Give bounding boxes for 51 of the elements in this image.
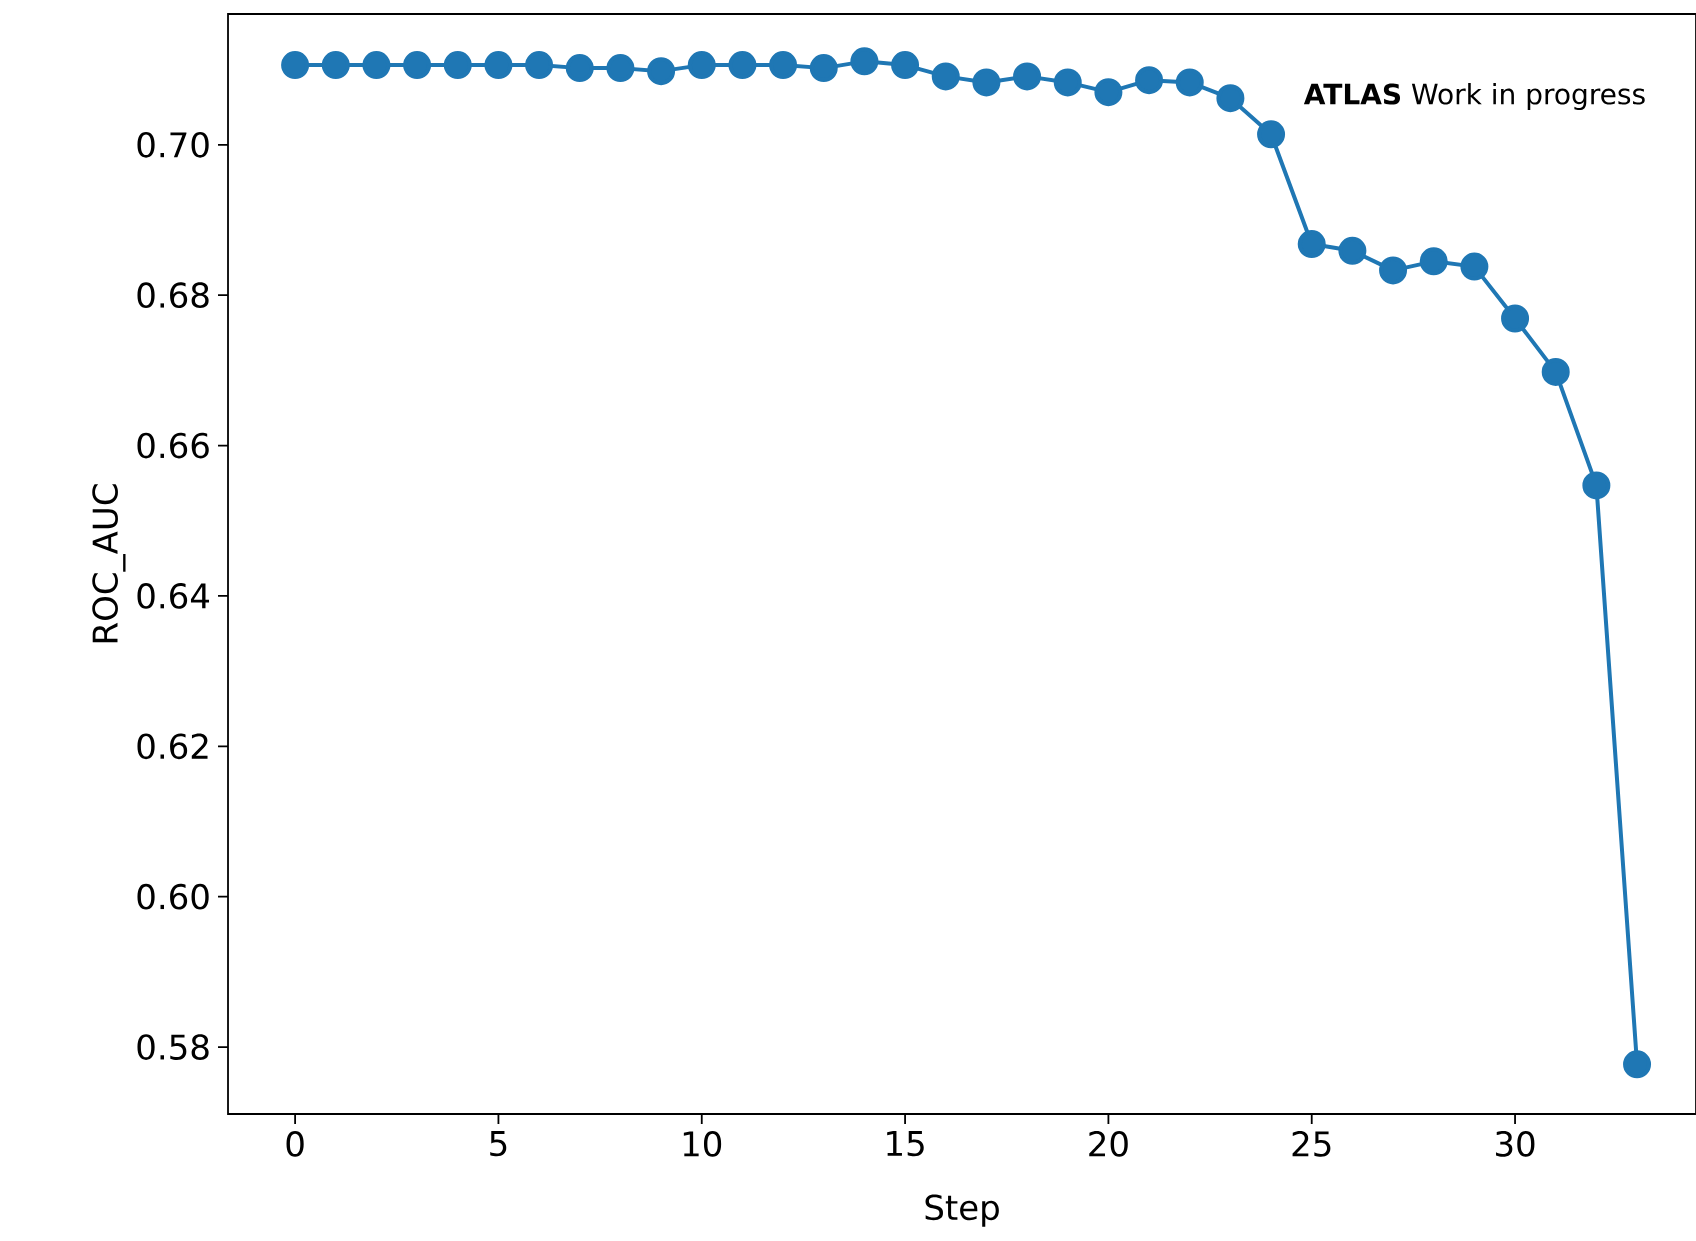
y-tick-label: 0.62 <box>137 733 208 760</box>
y-tick-label: 0.58 <box>137 1034 209 1060</box>
point <box>728 51 757 80</box>
point <box>687 51 716 80</box>
x-tick-label: 15 <box>887 1131 924 1157</box>
point <box>321 51 350 80</box>
point <box>769 51 798 80</box>
x-tick-label: 20 <box>1089 1131 1128 1157</box>
y-axis-title: ROC_AUC <box>92 484 126 643</box>
point <box>891 51 920 80</box>
y-tick-label: 0.68 <box>137 282 209 309</box>
point <box>1501 304 1530 333</box>
y-tick-label: 0.66 <box>137 432 209 459</box>
point <box>972 68 1001 97</box>
point <box>281 51 310 80</box>
point <box>443 51 472 80</box>
point <box>1053 68 1082 97</box>
point <box>1257 120 1286 149</box>
y-tick-label: 0.60 <box>137 883 209 910</box>
point <box>931 62 960 91</box>
point <box>1175 68 1204 97</box>
point <box>1541 357 1570 386</box>
point <box>1623 1050 1652 1079</box>
x-tick-label: 0 <box>286 1131 304 1157</box>
point <box>565 54 594 83</box>
x-axis-title: Step <box>925 1194 999 1227</box>
point <box>606 54 635 83</box>
y-tick-label: 0.64 <box>137 583 210 609</box>
y-tick-label: 0.70 <box>137 131 209 158</box>
point <box>1419 247 1448 276</box>
x-tick-label: 30 <box>1496 1131 1535 1157</box>
point <box>1216 84 1245 113</box>
point <box>1338 236 1367 265</box>
x-tick-label: 10 <box>683 1131 722 1157</box>
point <box>1094 78 1123 107</box>
point <box>1013 62 1042 91</box>
point <box>1297 230 1326 259</box>
point <box>647 57 676 86</box>
annotation: ATLAS Work in progress <box>1303 82 1645 111</box>
point <box>362 51 391 80</box>
point <box>484 51 513 80</box>
point <box>850 47 879 76</box>
point <box>1379 256 1408 285</box>
x-tick-label: 5 <box>490 1131 507 1157</box>
point <box>1460 252 1489 281</box>
point <box>1135 66 1164 95</box>
x-tick-label: 25 <box>1292 1131 1331 1157</box>
point <box>525 51 554 80</box>
point <box>1582 471 1611 500</box>
point <box>809 54 838 83</box>
point <box>403 51 432 80</box>
